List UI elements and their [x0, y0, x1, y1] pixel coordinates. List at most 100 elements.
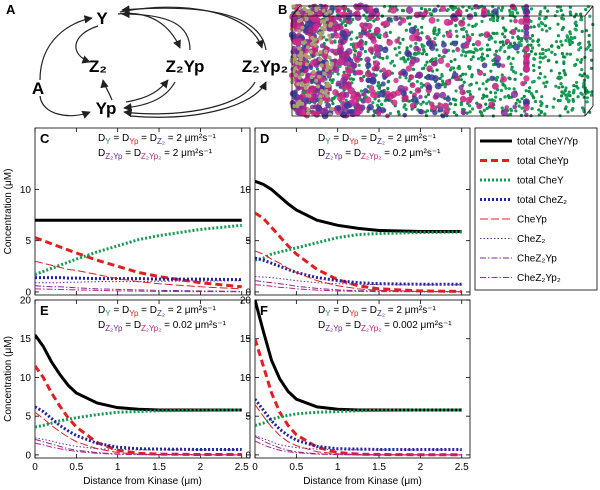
particle — [541, 47, 545, 51]
data-line — [255, 276, 462, 286]
particle — [442, 102, 450, 110]
particle — [458, 19, 466, 27]
annotation-subscript: Y — [105, 309, 111, 318]
plot-frame — [254, 299, 471, 459]
particle — [305, 45, 310, 50]
particle — [504, 86, 508, 90]
particle — [444, 79, 452, 86]
particle — [477, 87, 481, 91]
particle — [522, 94, 526, 98]
particle — [541, 56, 545, 60]
particle — [405, 6, 414, 14]
particle — [378, 33, 382, 37]
particle — [568, 52, 572, 56]
particle — [331, 101, 335, 106]
particle — [503, 95, 507, 99]
particle — [317, 36, 322, 41]
particle — [371, 101, 375, 105]
annotation-subscript: Z₂ — [377, 137, 385, 146]
particle — [470, 75, 474, 79]
particle — [509, 3, 516, 10]
particle — [325, 61, 330, 66]
annotation-text: D — [318, 148, 325, 159]
particle — [386, 80, 390, 84]
particle — [353, 49, 358, 53]
node-label: Yp — [96, 99, 117, 118]
particle — [459, 74, 463, 78]
particle — [468, 89, 472, 93]
particle — [388, 30, 392, 34]
particle — [400, 17, 407, 24]
annotation-text: D — [98, 305, 105, 316]
particle — [432, 75, 439, 82]
particle — [541, 52, 545, 56]
particle — [561, 55, 566, 59]
particle — [585, 74, 589, 78]
particle — [359, 77, 364, 83]
particle — [557, 77, 562, 81]
particle — [545, 104, 549, 108]
y-tick-label: 20 — [240, 296, 252, 307]
particle — [512, 87, 516, 91]
particle — [506, 94, 511, 98]
particle — [295, 110, 301, 116]
particle — [402, 112, 408, 118]
particle — [546, 59, 550, 63]
particle — [559, 8, 563, 13]
particle — [327, 9, 332, 14]
data-line — [35, 364, 242, 457]
particle — [385, 55, 389, 59]
particle — [386, 39, 393, 46]
particle — [346, 61, 351, 66]
particle — [517, 104, 521, 108]
particle — [324, 17, 329, 22]
particle — [313, 23, 319, 29]
particle — [470, 107, 475, 111]
particle — [419, 6, 424, 11]
particle — [557, 45, 561, 50]
particle — [297, 53, 302, 58]
particle — [470, 7, 474, 11]
particle — [491, 19, 496, 23]
particle — [445, 31, 453, 39]
particle — [373, 45, 380, 52]
particle — [471, 55, 475, 59]
particle — [418, 94, 423, 100]
particle — [297, 29, 302, 34]
particle — [484, 102, 488, 106]
particle — [352, 55, 358, 60]
particle — [483, 31, 491, 39]
particle — [570, 108, 574, 112]
particle — [545, 80, 549, 84]
particle — [318, 50, 323, 55]
legend-label: CheZ₂Yp — [517, 254, 557, 265]
data-line — [35, 405, 242, 451]
particle — [327, 26, 333, 32]
particle — [292, 53, 297, 58]
particle — [325, 102, 332, 109]
particle — [477, 69, 484, 76]
particle — [364, 16, 368, 20]
annotation-text: = D — [111, 133, 130, 144]
particle — [308, 65, 314, 71]
particle — [520, 29, 524, 33]
legend-box — [474, 127, 598, 291]
annotation-text: D — [98, 148, 105, 159]
particle — [562, 69, 566, 73]
particle — [333, 32, 340, 39]
particle — [365, 22, 373, 30]
particle — [445, 8, 449, 13]
particle — [564, 38, 568, 43]
particle — [488, 17, 493, 22]
y-tick-label: 10 — [20, 373, 32, 384]
particle — [517, 29, 521, 33]
particle — [423, 63, 428, 67]
particle — [308, 49, 313, 54]
particle — [405, 46, 409, 50]
particle — [300, 25, 305, 30]
x-tick-label: 1 — [335, 462, 341, 473]
particle — [409, 82, 416, 89]
particle — [328, 112, 333, 117]
particle — [349, 37, 353, 41]
particle — [509, 107, 513, 111]
